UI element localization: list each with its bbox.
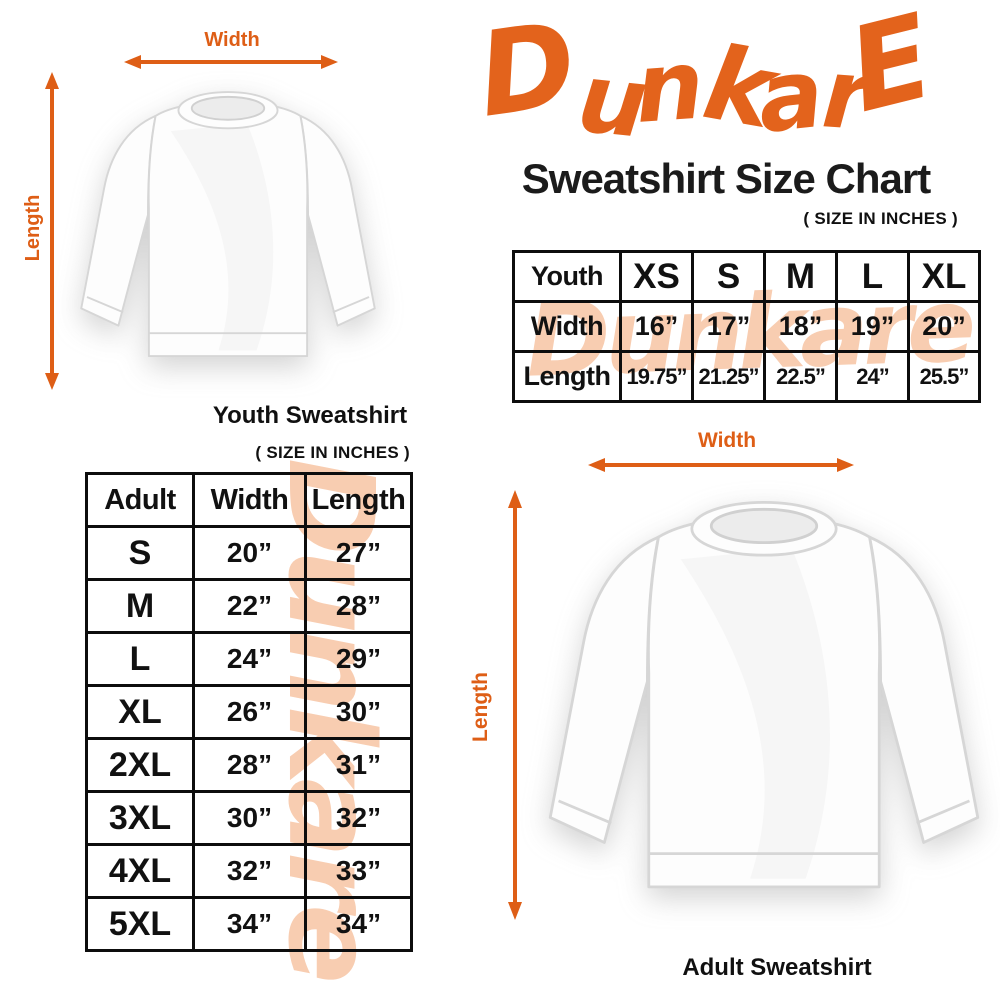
adult-table-row: L 24” 29” [85, 631, 413, 687]
adult-size-note: ( SIZE IN INCHES ) [255, 443, 410, 462]
youth-length-row: Length 19.75” 21.25” 22.5” 24” 25.5” [512, 350, 981, 403]
adult-size-cell: 4XL [85, 843, 195, 899]
youth-width-value: 19” [835, 300, 910, 353]
adult-table-row: 2XL 28” 31” [85, 737, 413, 793]
adult-size-cell: M [85, 578, 195, 634]
logo-letter: a [752, 37, 822, 155]
youth-length-value: 19.75” [619, 350, 694, 403]
youth-length-arrow-icon [45, 72, 59, 390]
youth-width-value: 16” [619, 300, 694, 353]
adult-length-cell: 27” [304, 525, 413, 581]
youth-header-cell: S [691, 250, 766, 303]
adult-width-cell: 20” [192, 525, 307, 581]
youth-table-header-row: Youth XS S M L XL [512, 250, 981, 303]
adult-width-cell: 32” [192, 843, 307, 899]
youth-width-value: 18” [763, 300, 838, 353]
adult-width-cell: 30” [192, 790, 307, 846]
adult-length-cell: 33” [304, 843, 413, 899]
adult-size-cell: 5XL [85, 896, 195, 952]
youth-width-row: Width 16” 17” 18” 19” 20” [512, 300, 981, 353]
adult-length-arrow-icon [508, 490, 522, 920]
adult-table-row: XL 26” 30” [85, 684, 413, 740]
adult-width-cell: 26” [192, 684, 307, 740]
adult-size-cell: L [85, 631, 195, 687]
svg-text:DunkarE: DunkarE [470, 0, 944, 160]
adult-table-row: M 22” 28” [85, 578, 413, 634]
adult-width-cell: 28” [192, 737, 307, 793]
adult-length-cell: 32” [304, 790, 413, 846]
youth-header-cell: XL [907, 250, 981, 303]
adult-table-row: S 20” 27” [85, 525, 413, 581]
adult-header-cell: Adult [85, 472, 195, 528]
youth-size-table: Youth XS S M L XL Width 16” 17” 18” 19” … [512, 250, 981, 403]
adult-length-label: Length [469, 672, 492, 742]
adult-header-cell: Width [192, 472, 307, 528]
adult-sweatshirt-image [528, 476, 1000, 948]
adult-figure-caption: Adult Sweatshirt [682, 954, 872, 981]
adult-header-cell: Length [304, 472, 413, 528]
youth-header-cell: XS [619, 250, 694, 303]
youth-length-value: 21.25” [691, 350, 766, 403]
logo-letter: n [631, 29, 702, 145]
youth-width-value: 20” [907, 300, 981, 353]
youth-header-cell: L [835, 250, 910, 303]
youth-size-note: ( SIZE IN INCHES ) [803, 209, 958, 228]
youth-length-value: 22.5” [763, 350, 838, 403]
youth-header-cell: Youth [512, 250, 622, 303]
adult-size-cell: S [85, 525, 195, 581]
adult-length-cell: 28” [304, 578, 413, 634]
adult-size-cell: 2XL [85, 737, 195, 793]
page-title: Sweatshirt Size Chart [521, 155, 931, 202]
youth-figure-caption: Youth Sweatshirt [212, 402, 408, 429]
adult-size-table: Adult Width Length S 20” 27” M 22” 28” L… [85, 472, 413, 952]
adult-width-cell: 34” [192, 896, 307, 952]
adult-table-row: 3XL 30” 32” [85, 790, 413, 846]
youth-width-value: 17” [691, 300, 766, 353]
adult-width-arrow-icon [588, 458, 854, 472]
adult-length-cell: 30” [304, 684, 413, 740]
adult-length-cell: 29” [304, 631, 413, 687]
youth-width-label: Width [204, 29, 260, 51]
adult-length-cell: 31” [304, 737, 413, 793]
adult-size-cell: XL [85, 684, 195, 740]
adult-width-cell: 24” [192, 631, 307, 687]
adult-length-cell: 34” [304, 896, 413, 952]
youth-sweatshirt-image [66, 74, 390, 398]
adult-size-cell: 3XL [85, 790, 195, 846]
dunkare-logo: DunkarE [470, 0, 950, 160]
youth-row-label: Length [512, 350, 622, 403]
adult-width-cell: 22” [192, 578, 307, 634]
adult-width-label: Width [697, 429, 757, 452]
youth-row-label: Width [512, 300, 622, 353]
adult-table-row: 5XL 34” 34” [85, 896, 413, 952]
adult-table-row: 4XL 32” 33” [85, 843, 413, 899]
logo-letter: D [470, 0, 580, 144]
adult-table-header-row: Adult Width Length [85, 472, 413, 528]
youth-width-arrow-icon [124, 55, 338, 69]
youth-length-value: 24” [835, 350, 910, 403]
youth-length-value: 25.5” [907, 350, 981, 403]
youth-header-cell: M [763, 250, 838, 303]
